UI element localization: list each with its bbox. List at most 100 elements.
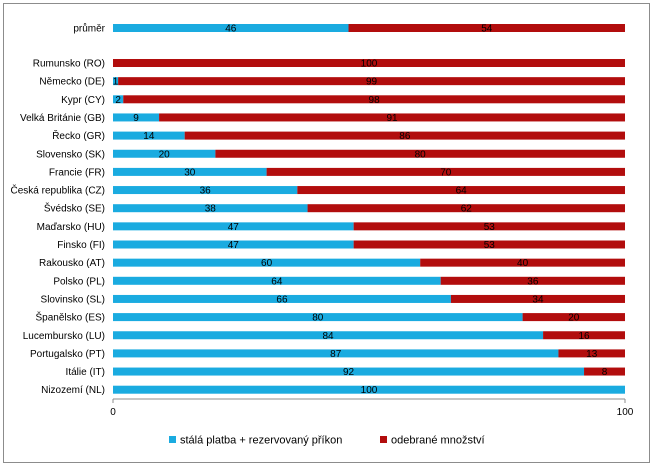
data-label: 64: [456, 186, 468, 197]
data-label: 53: [484, 222, 496, 233]
bar-segment-fixed: [113, 131, 185, 140]
data-label: 87: [330, 349, 342, 360]
x-tick-label: 100: [617, 407, 634, 418]
data-label: 62: [461, 204, 473, 215]
legend-swatch-consumption: [380, 436, 387, 443]
data-label: 47: [228, 222, 240, 233]
data-label: 80: [312, 313, 324, 324]
data-label: 64: [271, 276, 283, 287]
x-axis: 0 100: [110, 398, 634, 418]
bar-segment-fixed: [113, 204, 308, 213]
data-label: 80: [415, 149, 427, 160]
data-label: 92: [343, 367, 355, 378]
x-tick-label: 0: [110, 407, 116, 418]
data-label: 66: [276, 294, 288, 305]
data-label: 1: [113, 77, 119, 88]
category-label: Nizozemí (NL): [41, 385, 105, 396]
bar-segment-consumption: [348, 24, 625, 32]
data-label: 36: [527, 276, 539, 287]
bar-segment-fixed: [113, 113, 160, 122]
data-label: 20: [159, 149, 171, 160]
bar-segment-consumption: [420, 258, 625, 267]
bar-segment-consumption: [215, 149, 625, 158]
bar-segment-fixed: [113, 222, 354, 231]
category-label: Rakousko (AT): [39, 258, 105, 269]
data-label: 13: [586, 349, 598, 360]
data-label: 38: [205, 204, 217, 215]
bar-segment-fixed: [113, 240, 354, 249]
bar-segment-fixed: [113, 276, 441, 285]
labels-layer: průměr 46 54 Rumunsko (RO) 100 Německo (DE) 1 9…: [11, 23, 608, 397]
legend: stálá platba + rezervovaný příkon odebra…: [169, 435, 485, 447]
data-label: 99: [366, 77, 378, 88]
bar-segment-fixed: [113, 313, 523, 322]
bar-segment-consumption: [450, 294, 625, 303]
category-label: Švédsko (SE): [44, 202, 105, 215]
data-label: 91: [386, 113, 398, 124]
bar-segment-consumption: [123, 95, 626, 104]
data-label: 60: [261, 258, 273, 269]
bar-segment-consumption: [159, 113, 625, 122]
category-label: Portugalsko (PT): [30, 349, 105, 360]
bar-segment-consumption: [584, 367, 625, 376]
legend-label-consumption: odebrané množství: [391, 435, 485, 447]
category-label: Lucembursko (LU): [23, 331, 105, 342]
data-label: 100: [361, 59, 378, 70]
category-label: Slovinsko (SL): [41, 294, 105, 305]
bars-layer: [113, 24, 626, 394]
category-label: Česká republika (CZ): [11, 184, 105, 197]
data-label: 53: [484, 240, 496, 251]
bar-segment-fixed: [113, 294, 451, 303]
bar-segment-fixed: [113, 331, 544, 340]
data-label: 98: [369, 95, 381, 106]
category-label: Rumunsko (RO): [33, 59, 105, 70]
category-label: Itálie (IT): [66, 367, 105, 378]
bar-segment-fixed: [113, 167, 267, 176]
bar-segment-fixed: [113, 186, 298, 195]
data-label: 54: [481, 24, 493, 35]
bar-segment-consumption: [558, 349, 625, 358]
category-label: Polsko (PL): [53, 276, 105, 287]
category-label: průměr: [73, 23, 105, 35]
bar-segment-consumption: [353, 222, 625, 231]
data-label: 2: [115, 95, 121, 106]
bar-segment-fixed: [113, 149, 216, 158]
bar-segment-consumption: [113, 59, 625, 67]
data-label: 84: [322, 331, 334, 342]
data-label: 46: [225, 24, 237, 35]
category-label: Maďarsko (HU): [37, 222, 105, 233]
data-label: 14: [143, 131, 155, 142]
bar-segment-fixed: [113, 24, 349, 32]
data-label: 47: [228, 240, 240, 251]
category-label: Slovensko (SK): [36, 149, 105, 160]
data-label: 16: [578, 331, 590, 342]
bar-segment-consumption: [297, 186, 625, 195]
data-label: 100: [361, 385, 378, 396]
bar-segment-fixed: [113, 385, 625, 394]
bar-segment-consumption: [440, 276, 625, 285]
category-label: Německo (DE): [39, 77, 105, 88]
bar-segment-consumption: [353, 240, 625, 249]
bar-segment-consumption: [266, 167, 625, 176]
data-label: 9: [133, 113, 139, 124]
data-label: 40: [517, 258, 529, 269]
category-label: Řecko (GR): [52, 129, 105, 142]
legend-swatch-fixed: [169, 436, 176, 443]
legend-label-fixed: stálá platba + rezervovaný příkon: [180, 435, 342, 447]
bar-segment-fixed: [113, 367, 585, 376]
bar-segment-consumption: [543, 331, 625, 340]
data-label: 36: [200, 186, 212, 197]
data-label: 30: [184, 167, 196, 178]
bar-segment-consumption: [307, 204, 625, 213]
data-label: 70: [440, 167, 452, 178]
bar-segment-fixed: [113, 77, 119, 86]
category-label: Španělsko (ES): [36, 311, 105, 324]
data-label: 34: [532, 294, 544, 305]
bar-segment-consumption: [184, 131, 625, 140]
data-label: 86: [399, 131, 411, 142]
data-label: 8: [602, 367, 608, 378]
bar-segment-consumption: [118, 77, 626, 86]
category-label: Kypr (CY): [61, 95, 105, 106]
bar-segment-fixed: [113, 258, 421, 267]
